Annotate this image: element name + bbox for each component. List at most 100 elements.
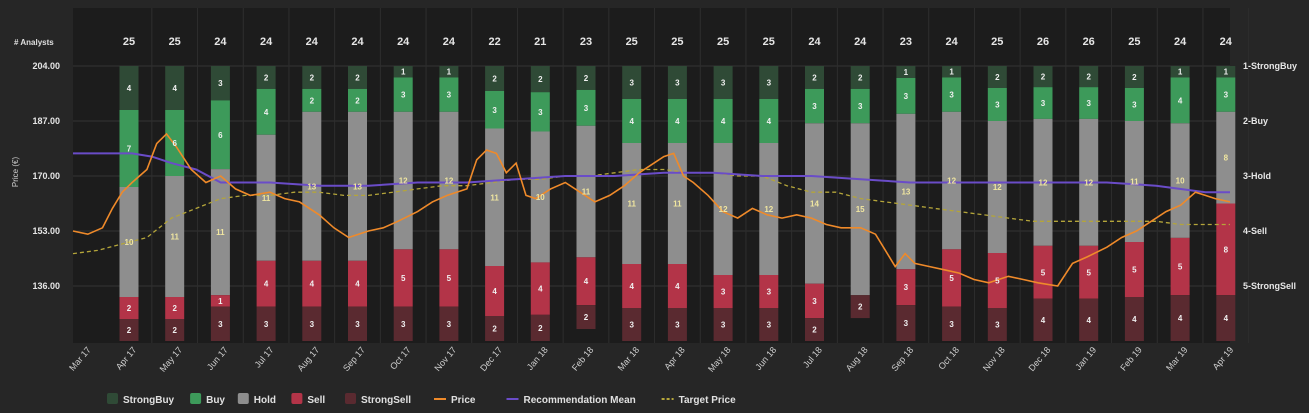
bar-value-label: 11: [582, 188, 591, 197]
bar-value-label: 4: [264, 108, 269, 117]
bar-value-label: 3: [401, 320, 406, 329]
bar-value-label: 10: [125, 238, 134, 247]
bar-value-label: 1: [949, 68, 954, 77]
analyst-count: 24: [1174, 36, 1187, 48]
analyst-count: 23: [580, 36, 592, 48]
legend-label[interactable]: Target Price: [679, 395, 736, 406]
legend-label[interactable]: Hold: [254, 395, 276, 406]
bar-segment-buy: [1170, 77, 1190, 124]
bar-segment-sell: [165, 297, 185, 319]
bar-value-label: 3: [447, 91, 452, 100]
bar-value-label: 12: [947, 177, 956, 186]
y-tick-label: 136.00: [32, 281, 60, 291]
analyst-count: 24: [260, 36, 273, 48]
bar-segment-strong-sell: [622, 308, 642, 341]
legend-label[interactable]: Sell: [307, 395, 325, 406]
bar-segment-buy: [165, 110, 185, 176]
analyst-count: 22: [488, 36, 500, 48]
bar-value-label: 3: [904, 92, 909, 101]
legend-swatch-strong-buy: [107, 393, 118, 404]
bar-segment-strong-sell: [576, 305, 596, 330]
bar-segment-strong-sell: [1170, 295, 1190, 341]
bar-segment-buy: [850, 88, 870, 124]
bar-segment-sell: [713, 275, 733, 308]
bar-segment-buy: [759, 99, 779, 143]
bar-value-label: 3: [904, 319, 909, 328]
bar-segment-hold: [850, 123, 870, 296]
bar-segment-sell: [896, 269, 916, 306]
bar-value-label: 1: [904, 68, 909, 77]
bar-value-label: 4: [1086, 316, 1091, 325]
analyst-count: 26: [1083, 36, 1095, 48]
bar-segment-strong-buy: [759, 66, 779, 99]
bar-value-label: 2: [355, 96, 360, 105]
bar-value-label: 3: [721, 79, 726, 88]
bar-value-label: 3: [995, 321, 1000, 330]
bar-value-label: 3: [401, 91, 406, 100]
bar-segment-hold: [713, 143, 733, 275]
bar-value-label: 3: [310, 320, 315, 329]
bar-value-label: 6: [172, 139, 177, 148]
legend-label[interactable]: Price: [451, 395, 476, 406]
bar-value-label: 1: [218, 297, 223, 306]
bar-segment-buy: [805, 88, 824, 124]
bar-value-label: 3: [629, 79, 634, 88]
bar-value-label: 4: [310, 280, 315, 289]
bar-value-label: 4: [721, 117, 726, 126]
bar-value-label: 4: [767, 117, 772, 126]
bar-segment-sell: [256, 260, 276, 307]
bar-segment-buy: [302, 88, 322, 112]
bar-segment-strong-sell: [1124, 297, 1144, 341]
y-tick-label: 170.00: [32, 171, 60, 181]
legend-label[interactable]: Recommendation Mean: [524, 395, 636, 406]
bar-segment-sell: [759, 275, 779, 308]
bar-segment-sell: [805, 283, 824, 319]
bar-segment-buy: [1216, 77, 1236, 112]
right-axis-label: 3-Hold: [1243, 171, 1271, 181]
bar-segment-buy: [119, 110, 139, 187]
bar-value-label: 8: [1224, 245, 1229, 254]
analyst-count: 25: [991, 36, 1003, 48]
bar-value-label: 12: [444, 177, 453, 186]
bar-segment-strong-buy: [576, 66, 596, 90]
bar-segment-strong-sell: [942, 306, 962, 341]
analyst-count: 24: [443, 36, 456, 48]
bar-segment-strong-buy: [1170, 66, 1190, 78]
analyst-count: 25: [1128, 36, 1140, 48]
bar-segment-buy: [1124, 88, 1144, 121]
legend-label[interactable]: Buy: [206, 395, 225, 406]
bar-segment-sell: [530, 262, 550, 315]
bar-segment-hold: [942, 111, 962, 250]
bar-segment-strong-sell: [256, 306, 276, 341]
bar-value-label: 10: [1176, 177, 1185, 186]
bar-segment-buy: [348, 88, 367, 112]
legend-label[interactable]: StrongSell: [361, 395, 411, 406]
bar-value-label: 3: [1041, 99, 1046, 108]
analyst-count: 24: [808, 36, 821, 48]
bar-segment-strong-buy: [165, 66, 185, 110]
analyst-count: 24: [306, 36, 319, 48]
bar-value-label: 13: [307, 182, 316, 191]
bar-value-label: 2: [584, 313, 589, 322]
legend-label[interactable]: StrongBuy: [123, 395, 175, 406]
bar-segment-buy: [485, 91, 505, 129]
bar-segment-strong-buy: [942, 66, 962, 78]
bar-value-label: 3: [721, 321, 726, 330]
bar-value-label: 5: [949, 274, 954, 283]
y-tick-label: 204.00: [32, 61, 60, 71]
bar-value-label: 13: [901, 188, 910, 197]
analyst-count: 25: [671, 36, 683, 48]
bar-segment-strong-buy: [119, 66, 139, 110]
bar-segment-sell: [302, 260, 322, 307]
bar-value-label: 4: [538, 285, 543, 294]
bar-segment-sell: [1033, 245, 1053, 299]
bar-value-label: 13: [353, 182, 362, 191]
bar-segment-strong-buy: [850, 66, 870, 89]
price-line: [72, 132, 1231, 287]
bar-value-label: 4: [1041, 316, 1046, 325]
bar-value-label: 2: [127, 304, 132, 313]
bar-segment-strong-buy: [210, 66, 230, 101]
bar-value-label: 3: [812, 297, 817, 306]
bar-value-label: 8: [1224, 154, 1229, 163]
analyst-count: 24: [1220, 36, 1233, 48]
